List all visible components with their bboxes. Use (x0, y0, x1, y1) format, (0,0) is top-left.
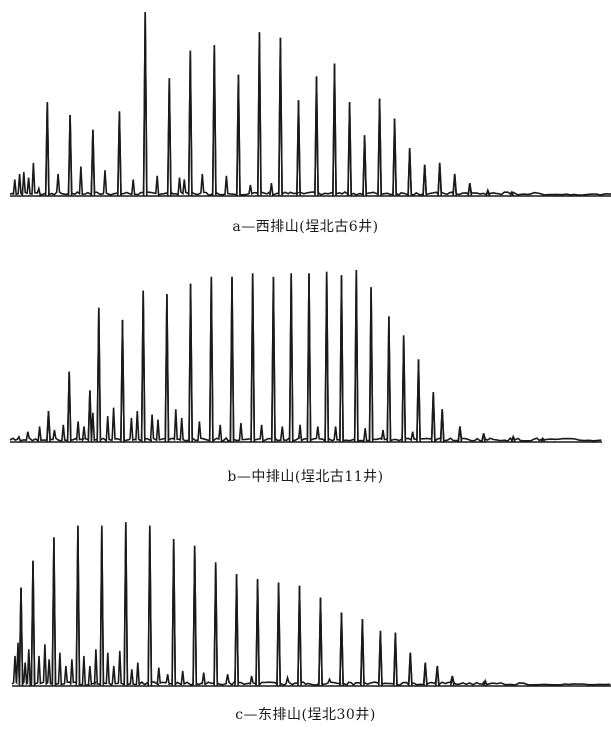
peak-10 (229, 276, 235, 443)
peak-2 (66, 371, 72, 443)
peak-24 (485, 187, 491, 197)
peak-14 (297, 585, 302, 687)
peak-9 (192, 545, 198, 687)
peak-13 (288, 273, 294, 443)
peak-25 (481, 433, 486, 443)
peak-25 (509, 190, 515, 197)
caption-b: b—中排山(埕北古11井) (227, 469, 384, 485)
peak-4 (117, 111, 122, 197)
peak-17 (353, 269, 359, 443)
peak-15 (324, 271, 330, 443)
peak-10 (257, 32, 262, 197)
peak-12 (271, 276, 276, 443)
peak-8 (188, 283, 193, 443)
peak-14 (332, 63, 337, 197)
peak-6 (166, 78, 172, 197)
peak-22 (430, 392, 436, 443)
peak-1 (46, 410, 51, 443)
peak-11 (278, 37, 283, 197)
peak-21 (437, 162, 443, 197)
peak-13 (314, 76, 319, 197)
peak-1 (44, 102, 50, 197)
peak-20 (422, 164, 428, 197)
caption-a: a—西排山(埕北古6井) (232, 219, 379, 235)
peak-19 (393, 632, 398, 687)
peak-23 (439, 409, 445, 443)
peak-24 (457, 426, 463, 443)
peak-12 (296, 100, 301, 197)
peak-16 (362, 135, 367, 197)
chromatogram-panel-a: a—西排山(埕北古6井) (0, 0, 611, 245)
peak-11 (234, 574, 239, 687)
peak-7 (147, 525, 153, 687)
peak-20 (407, 652, 413, 687)
peak-21 (422, 662, 428, 687)
peak-2 (30, 560, 36, 687)
chromatogram-c (11, 522, 611, 688)
peak-15 (318, 597, 323, 687)
peak-27 (540, 436, 546, 443)
peak-5 (142, 11, 148, 197)
peak-3 (51, 537, 57, 687)
peak-23 (467, 183, 473, 197)
peak-14 (306, 273, 312, 443)
peak-15 (347, 102, 352, 197)
chromatogram-b (9, 269, 602, 443)
peak-18 (392, 118, 397, 197)
peak-3 (87, 390, 93, 443)
peak-16 (339, 612, 344, 687)
peak-18 (368, 287, 374, 443)
chromatogram-panel-c: c—东排山(埕北30井) (0, 490, 611, 729)
peak-1 (18, 587, 24, 687)
peak-7 (164, 294, 170, 443)
peak-9 (236, 74, 241, 197)
peak-22 (452, 173, 458, 197)
chromatogram-panel-b: b—中排山(埕北古11井) (0, 245, 611, 490)
peak-18 (378, 630, 383, 687)
peak-5 (120, 319, 125, 443)
peak-10 (213, 562, 219, 687)
peak-24 (482, 678, 488, 687)
peak-7 (187, 50, 193, 197)
peak-19 (386, 316, 392, 443)
peak-8 (171, 538, 177, 687)
peak-22 (434, 665, 440, 687)
peak-6 (123, 522, 129, 687)
chromatogram-trace (9, 11, 611, 197)
peak-3 (90, 129, 96, 197)
peak-4 (96, 307, 102, 443)
peak-11 (250, 273, 256, 443)
peak-4 (75, 525, 81, 687)
peak-5 (99, 525, 105, 687)
peak-8 (211, 45, 217, 197)
peak-21 (416, 359, 421, 443)
peak-20 (401, 335, 407, 443)
peak-9 (208, 276, 214, 443)
peak-6 (140, 290, 146, 443)
peak-26 (510, 434, 516, 443)
chromatogram-a (9, 11, 611, 197)
peak-19 (407, 148, 413, 197)
peak-12 (255, 579, 260, 687)
caption-c: c—东排山(埕北30井) (235, 707, 376, 723)
peak-13 (276, 582, 281, 687)
peak-16 (339, 275, 344, 443)
peak-17 (360, 619, 365, 687)
peak-2 (67, 114, 73, 197)
peak-23 (449, 675, 455, 687)
peak-17 (377, 98, 382, 197)
